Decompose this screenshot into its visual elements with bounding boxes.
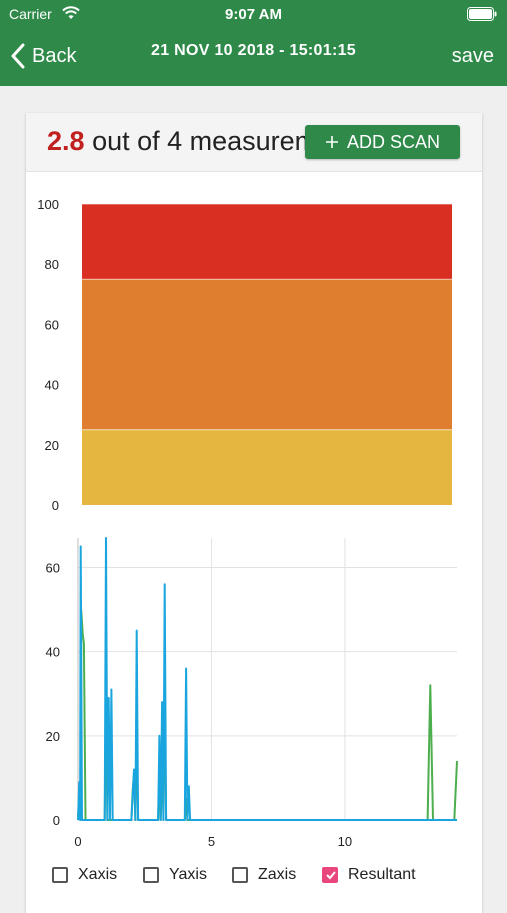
y-tick-label: 40 (45, 378, 59, 393)
checkmark-icon (326, 871, 336, 880)
plus-icon (325, 136, 338, 148)
series-legend: Xaxis Yaxis Zaxis Resultant (0, 866, 507, 896)
navigation-bar: Back 21 NOV 10 2018 - 15:01:15 save (0, 30, 507, 86)
zone-band (82, 429, 452, 505)
legend-item-yaxis[interactable]: Yaxis (143, 866, 207, 884)
x-tick-label: 0 (74, 834, 81, 849)
y-tick-label: 20 (45, 438, 59, 453)
zone-band (82, 204, 452, 280)
status-bar: Carrier 9:07 AM (0, 0, 507, 28)
y-tick-label: 40 (46, 645, 60, 660)
page-title: 21 NOV 10 2018 - 15:01:15 (151, 42, 356, 59)
y-tick-label: 0 (52, 498, 59, 513)
card-header: 2.8 out of 4 measurements ADD SCAN (26, 113, 482, 172)
yaxis-checkbox[interactable] (143, 867, 159, 883)
resultant-checkbox[interactable] (322, 867, 338, 883)
status-time: 9:07 AM (225, 6, 282, 23)
add-scan-label: ADD SCAN (346, 131, 440, 152)
back-label: Back (32, 44, 77, 67)
y-tick-label: 20 (46, 729, 60, 744)
score-value: 2.8 (47, 126, 85, 156)
zone-chart: 0 20 40 60 80 100 (37, 197, 452, 513)
y-tick-label: 60 (45, 317, 59, 332)
legend-item-zaxis[interactable]: Zaxis (232, 866, 296, 884)
save-button[interactable]: save (451, 45, 494, 67)
legend-label: Yaxis (169, 866, 207, 883)
series-line-xaxis (77, 537, 457, 821)
add-scan-button[interactable]: ADD SCAN (305, 125, 460, 159)
legend-item-xaxis[interactable]: Xaxis (52, 866, 117, 884)
x-tick-label: 5 (208, 834, 215, 849)
zaxis-checkbox[interactable] (232, 867, 248, 883)
xaxis-checkbox[interactable] (52, 867, 68, 883)
app-header: Carrier 9:07 AM Back 21 NOV 10 2018 - 15… (0, 0, 507, 86)
legend-label: Zaxis (258, 866, 297, 883)
x-tick-label: 10 (338, 834, 352, 849)
y-tick-label: 0 (53, 813, 60, 828)
wifi-icon (62, 6, 80, 19)
scan-chart: 0 5 10 0 20 40 60 (46, 537, 458, 849)
legend-item-resultant[interactable]: Resultant (322, 866, 416, 884)
legend-label: Resultant (348, 866, 416, 883)
chevron-left-icon (11, 43, 25, 69)
zone-band (82, 279, 452, 430)
legend-label: Xaxis (78, 866, 118, 883)
y-tick-label: 80 (45, 257, 59, 272)
battery-icon (467, 7, 497, 21)
back-button[interactable]: Back (10, 42, 76, 70)
y-tick-label: 100 (37, 197, 59, 212)
carrier-label: Carrier (9, 6, 52, 22)
y-tick-label: 60 (46, 560, 60, 575)
